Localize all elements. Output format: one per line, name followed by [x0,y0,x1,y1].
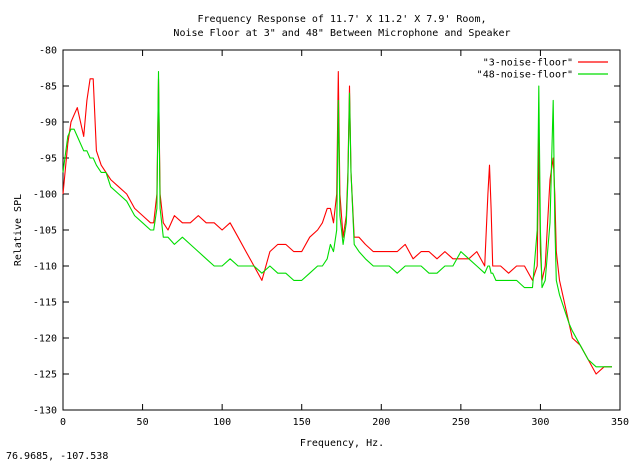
y-tick-label: -105 [33,226,57,237]
x-tick-label: 250 [452,417,470,428]
chart-title-line-1: Frequency Response of 11.7' X 11.2' X 7.… [198,14,487,25]
x-axis-label: Frequency, Hz. [300,438,384,449]
x-tick-label: 350 [611,417,629,428]
series-line-3-noise-floor [62,71,612,375]
y-tick-label: -130 [33,406,57,417]
y-axis-label: Relative SPL [13,194,24,266]
x-tick-label: 100 [213,417,231,428]
legend: "3-noise-floor""48-noise-floor" [477,58,608,81]
y-tick-label: -125 [33,370,57,381]
y-tick-label: -95 [39,154,57,165]
series [62,71,612,375]
cursor-coordinate-readout: 76.9685, -107.538 [6,451,109,462]
y-tick-label: -110 [33,262,57,273]
series-line-48-noise-floor [62,71,612,368]
x-tick-label: 0 [60,417,66,428]
y-tick-label: -85 [39,82,57,93]
chart-title-line-2: Noise Floor at 3" and 48" Between Microp… [173,28,510,39]
legend-label: "48-noise-floor" [477,70,573,81]
x-tick-label: 200 [372,417,390,428]
x-tick-label: 50 [137,417,149,428]
y-tick-label: -100 [33,190,57,201]
y-tick-label: -120 [33,334,57,345]
legend-label: "3-noise-floor" [483,58,573,69]
y-tick-label: -80 [39,46,57,57]
axes: -80 -85 -90 -95 -100 -105 -110 -115 -120 -125 -130… [33,46,629,429]
x-tick-label: 300 [531,417,549,428]
x-tick-label: 150 [293,417,311,428]
y-tick-label: -90 [39,118,57,129]
chart-title: Frequency Response of 11.7' X 11.2' X 7.… [173,14,510,39]
y-tick-label: -115 [33,298,57,309]
